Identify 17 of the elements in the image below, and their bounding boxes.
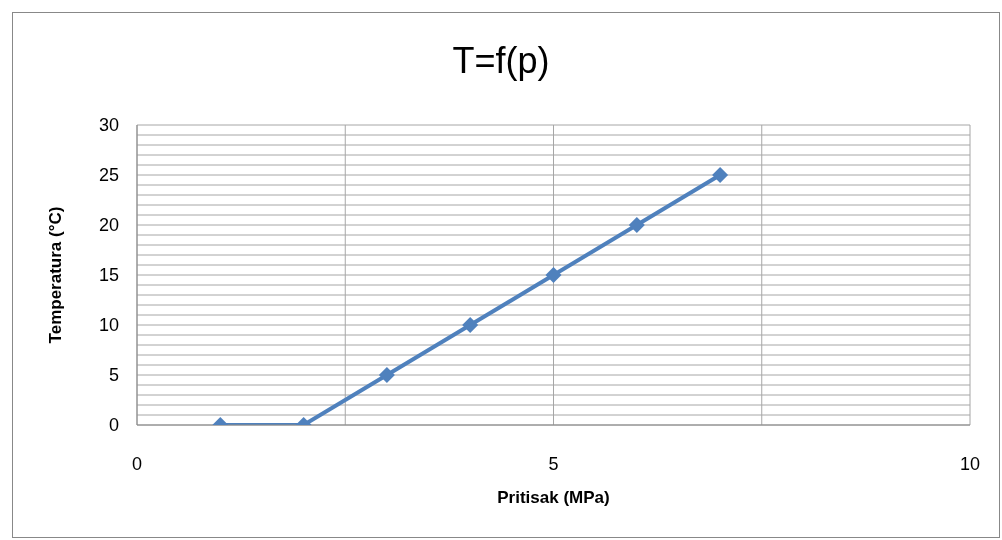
y-axis-title: Temperatura (°C) — [46, 206, 66, 344]
y-tick-label: 0 — [108, 415, 119, 436]
y-tick-label: 5 — [108, 365, 119, 386]
y-tick-label: 10 — [98, 315, 119, 336]
y-tick-label: 20 — [98, 215, 119, 236]
y-tick-label: 15 — [98, 265, 119, 286]
chart-title: T=f(p) — [451, 40, 551, 82]
y-tick-label: 25 — [98, 165, 119, 186]
x-tick-label: 0 — [131, 453, 143, 474]
point — [462, 317, 479, 333]
point — [545, 267, 562, 283]
y-tick-label: 30 — [98, 115, 119, 136]
x-axis-title: Pritisak (MPa) — [497, 488, 610, 507]
point — [628, 217, 645, 233]
x-tick-label: 10 — [959, 453, 981, 474]
point — [712, 167, 729, 183]
x-tick-label: 5 — [548, 453, 559, 474]
